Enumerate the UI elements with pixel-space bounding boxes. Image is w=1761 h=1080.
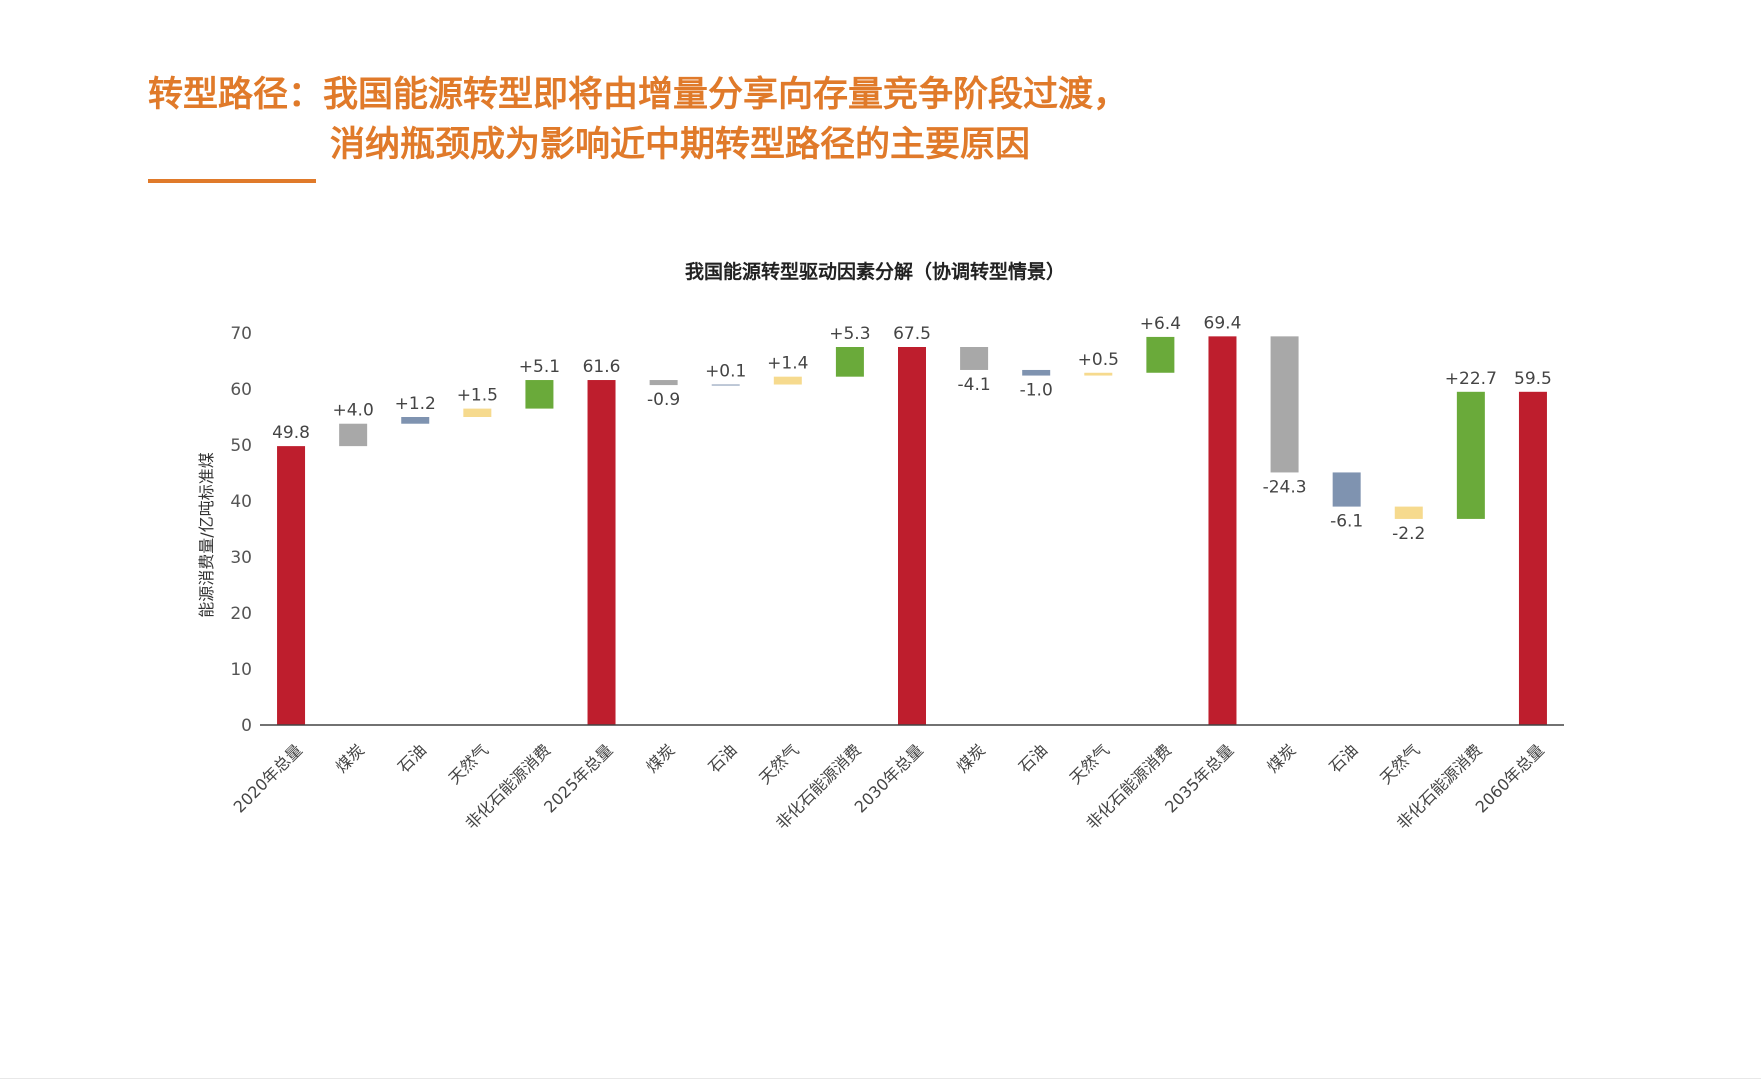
bar-nonfossil: [1146, 336, 1175, 373]
y-tick-label: 50: [230, 436, 252, 456]
bar-nonfossil: [525, 380, 554, 409]
y-tick-label: 40: [230, 492, 252, 512]
bar-total: [1208, 336, 1237, 725]
x-tick-label: 煤炭: [332, 740, 368, 776]
value-label: +4.0: [333, 401, 374, 421]
value-label: +1.2: [395, 394, 436, 414]
bars-group: [277, 336, 1547, 725]
bar-total: [277, 446, 306, 725]
x-tick-label: 天然气: [1376, 740, 1423, 787]
page-bottom-divider: [0, 1078, 1761, 1079]
y-tick-label: 60: [230, 380, 252, 400]
value-label: -24.3: [1263, 477, 1307, 497]
value-label: -6.1: [1330, 512, 1363, 532]
y-tick-label: 0: [241, 716, 252, 736]
y-axis-label: 能源消费量/亿吨标准煤: [197, 452, 216, 617]
x-tick-label: 天然气: [755, 740, 802, 787]
bar-coal: [960, 347, 989, 370]
value-label: 49.8: [272, 423, 310, 443]
bar-gas: [1084, 372, 1113, 376]
value-label: +22.7: [1445, 369, 1497, 389]
value-label: 59.5: [1514, 369, 1552, 389]
bar-total: [898, 347, 926, 725]
y-tick-label: 10: [230, 660, 252, 680]
value-labels-group: 49.8 +4.0 +1.2 +1.5 +5.1 61.6 -0.9 +0.1 +1.4 +5.3…: [272, 313, 1552, 544]
x-tick-label: 石油: [704, 740, 740, 776]
x-tick-label: 2020年总量: [230, 740, 306, 816]
value-label: +0.1: [705, 362, 746, 382]
bar-oil: [1332, 472, 1361, 507]
value-label: 69.4: [1204, 313, 1242, 333]
slide-title: 转型路径：我国能源转型即将由增量分享向存量竞争阶段过渡， 消纳瓶颈成为影响近中期…: [148, 70, 1128, 170]
bar-gas: [463, 408, 492, 417]
value-label: +5.3: [829, 324, 870, 344]
bar-total: [587, 380, 616, 725]
bar-coal: [339, 423, 368, 447]
value-label: -2.2: [1392, 524, 1425, 544]
bar-total: [1518, 391, 1547, 725]
chart-title: 我国能源转型驱动因素分解（协调转型情景）: [685, 260, 1065, 283]
bar-oil: [401, 417, 430, 424]
y-tick-label: 70: [230, 324, 252, 344]
value-label: +1.4: [767, 354, 808, 374]
x-tick-label: 石油: [394, 740, 430, 776]
x-tick-label: 石油: [1325, 740, 1361, 776]
bar-oil: [711, 384, 740, 386]
y-tick-label: 20: [230, 604, 252, 624]
x-tick-label: 煤炭: [1263, 740, 1299, 776]
x-tick-label: 天然气: [1066, 740, 1113, 787]
bar-gas: [773, 376, 802, 385]
x-tick-label: 煤炭: [642, 740, 678, 776]
value-label: 67.5: [893, 324, 931, 344]
value-label: 61.6: [583, 357, 621, 377]
x-tick-label: 天然气: [445, 740, 492, 787]
value-label: -4.1: [958, 375, 991, 395]
x-tick-label: 石油: [1015, 740, 1051, 776]
bar-nonfossil: [1456, 391, 1485, 519]
y-axis-ticks: 0 10 20 30 40 50 60 70: [230, 324, 252, 736]
y-tick-label: 30: [230, 548, 252, 568]
value-label: +1.5: [457, 386, 498, 406]
x-tick-label: 煤炭: [953, 740, 989, 776]
value-label: +5.1: [519, 357, 560, 377]
bar-coal: [649, 380, 678, 386]
value-label: -1.0: [1020, 381, 1053, 401]
value-label: +6.4: [1140, 314, 1181, 334]
bar-coal: [1270, 336, 1299, 473]
slide-title-line1: 转型路径：我国能源转型即将由增量分享向存量竞争阶段过渡，: [148, 75, 1129, 115]
bar-oil: [1022, 369, 1051, 376]
slide-title-line2: 消纳瓶颈成为影响近中期转型路径的主要原因: [330, 125, 1031, 165]
value-label: -0.9: [647, 390, 680, 410]
value-label: +0.5: [1078, 350, 1119, 370]
bar-gas: [1394, 506, 1423, 519]
title-underline: [148, 179, 316, 183]
bar-nonfossil: [835, 347, 864, 377]
